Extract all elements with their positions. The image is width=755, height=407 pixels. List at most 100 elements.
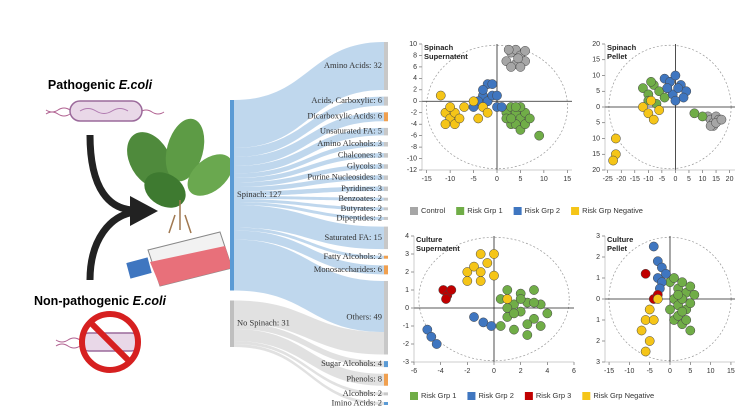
target-node: [384, 255, 388, 259]
target-label: Imino Acids: 2: [331, 397, 382, 407]
y-tick-label: -4: [411, 121, 417, 128]
legend-swatch: [410, 392, 418, 400]
legend-label: Risk Grp Negative: [582, 206, 643, 215]
target-label: Dicarboxylic Acids: 6: [307, 111, 382, 121]
y-tick-label: -2: [403, 341, 409, 348]
sankey-link: [234, 112, 384, 166]
legend-label: Control: [421, 206, 446, 215]
point: [716, 114, 727, 125]
point: [520, 46, 530, 56]
point: [445, 102, 455, 112]
y-tick-label: 0: [413, 98, 417, 105]
point: [496, 102, 507, 112]
legend-label: Risk Grp Negative: [593, 391, 654, 400]
x-tick-label: 10: [707, 368, 715, 375]
x-tick-label: -5: [647, 368, 653, 375]
point: [648, 315, 659, 325]
point: [440, 119, 451, 130]
y-tick-label: 2: [596, 338, 600, 345]
point: [529, 297, 539, 308]
point: [697, 111, 708, 122]
sankey-link: [234, 42, 384, 148]
panel-title-line: Pellet: [607, 52, 628, 61]
target-label: Dipeptides: 2: [336, 212, 382, 222]
point: [475, 276, 486, 286]
panel-title: Culture Pellet: [607, 235, 633, 253]
point: [486, 321, 497, 331]
sankey-link: [234, 227, 384, 259]
point: [473, 113, 484, 124]
legend-swatch: [467, 392, 476, 400]
target-node: [384, 373, 388, 386]
y-tick-label: 0: [596, 296, 600, 303]
target-label: Butyrates: 2: [341, 203, 382, 213]
y-tick-label: 5: [596, 88, 600, 95]
point: [646, 95, 656, 106]
point: [638, 102, 648, 112]
panel-title-line: Spinach: [424, 43, 454, 52]
y-tick-label: -8: [411, 144, 417, 151]
target-label: Saturated FA: 15: [325, 232, 382, 242]
point: [542, 308, 553, 319]
point: [608, 155, 618, 166]
x-tick-label: 15: [727, 368, 735, 375]
non-pathogenic-label: Non-pathogenic E.coli: [34, 294, 166, 308]
point: [502, 294, 513, 304]
point: [462, 276, 473, 286]
target-node: [384, 142, 388, 147]
point: [640, 315, 651, 325]
panel-title-line: Pellet: [607, 244, 628, 253]
y-tick-label: 3: [596, 233, 600, 240]
target-node: [384, 265, 388, 275]
point: [524, 113, 535, 124]
sankey-link: [234, 323, 384, 368]
point: [661, 268, 671, 279]
y-tick-label: 3: [405, 251, 409, 258]
x-tick-label: -6: [411, 368, 417, 375]
legend-swatch: [571, 207, 580, 215]
x-tick-label: -15: [630, 176, 640, 183]
sankey-link: [234, 96, 384, 157]
flask: [126, 231, 233, 287]
spinach: [127, 118, 233, 234]
x-tick-label: -4: [438, 368, 444, 375]
point: [636, 325, 647, 336]
sankey-link: [234, 175, 384, 192]
target-node: [384, 127, 388, 136]
x-tick-label: -15: [422, 176, 432, 183]
point: [610, 133, 621, 144]
point: [431, 339, 442, 349]
x-tick-label: -15: [604, 368, 614, 375]
point: [685, 281, 696, 292]
point: [510, 102, 521, 112]
x-tick-label: -5: [470, 176, 476, 183]
y-tick-label: -2: [411, 110, 417, 117]
y-tick-label: 10: [592, 72, 600, 79]
point: [495, 321, 506, 331]
legend-label: Risk Grp 3: [536, 391, 571, 400]
target-node: [384, 197, 388, 201]
sankey-link: [234, 164, 384, 187]
point: [515, 294, 526, 304]
label-part: E.coli: [119, 78, 153, 92]
point: [468, 96, 479, 107]
panel-title-line: Supernatent: [416, 244, 460, 253]
target-node: [384, 402, 388, 405]
y-tick-label: -3: [403, 359, 409, 366]
point: [478, 317, 489, 328]
point: [662, 83, 673, 93]
sankey-link: [234, 300, 384, 355]
legend-swatch: [456, 207, 465, 215]
point: [513, 53, 523, 64]
x-tick-label: 20: [726, 176, 734, 183]
sankey-link: [234, 344, 384, 405]
point: [435, 90, 446, 101]
sankey-link: [234, 186, 384, 196]
source-node: [230, 100, 234, 291]
y-tick-label: -1: [403, 323, 409, 330]
sankey-link: [234, 329, 384, 386]
point: [489, 270, 499, 281]
point: [522, 330, 533, 340]
label-part: Non-pathogenic: [34, 294, 133, 308]
x-tick-label: 10: [699, 176, 707, 183]
